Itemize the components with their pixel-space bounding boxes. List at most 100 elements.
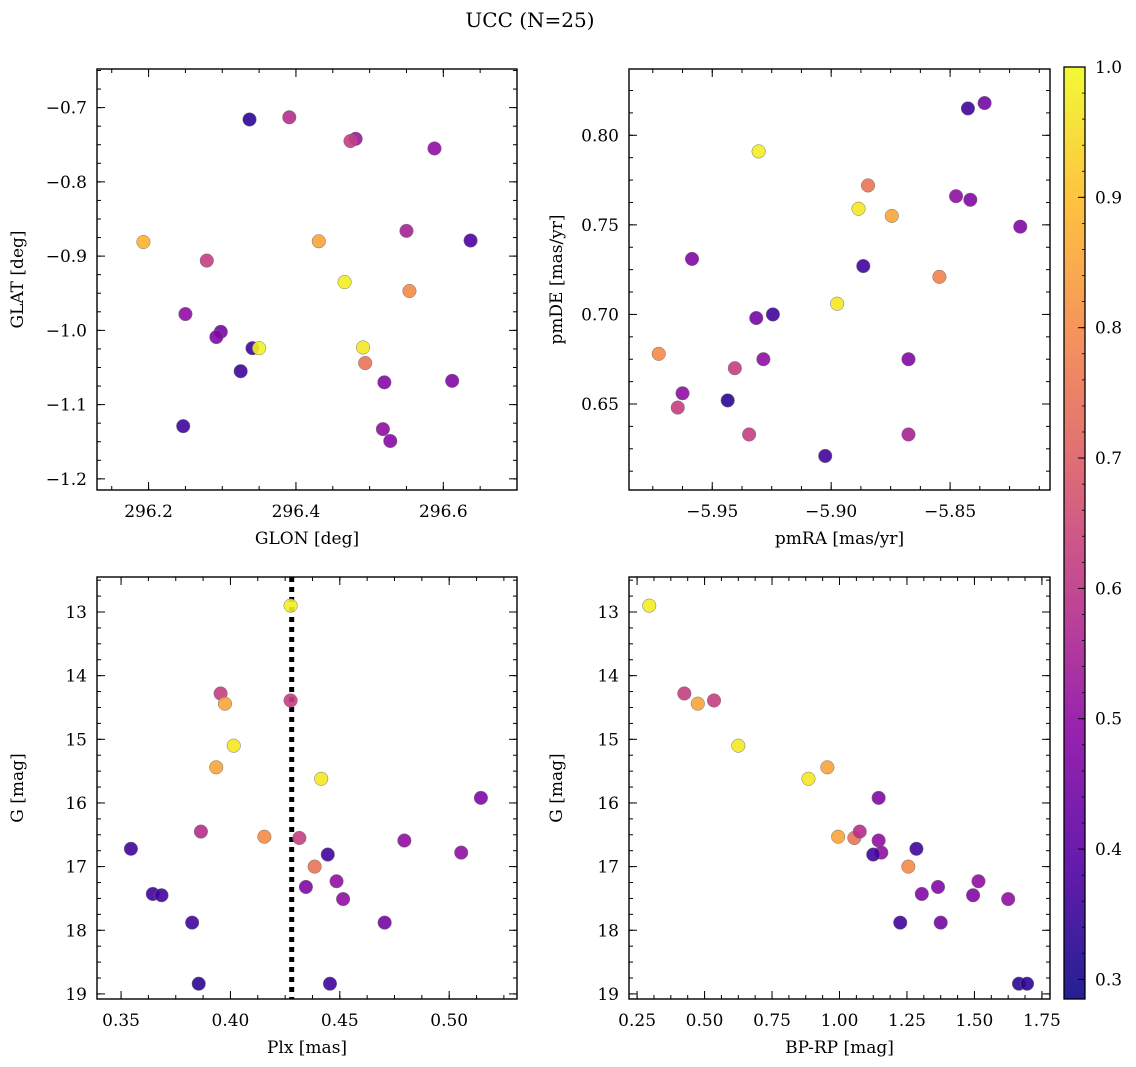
data-point <box>298 879 313 895</box>
data-point <box>311 234 326 249</box>
colorbar-tick-label: 1.0 <box>1095 58 1122 78</box>
data-point <box>322 976 338 991</box>
scatter-points <box>642 598 1035 991</box>
y-tick-label: −1.1 <box>46 396 87 416</box>
data-point <box>901 427 916 442</box>
data-point <box>292 830 307 846</box>
colorbar-tick-label: 0.4 <box>1095 840 1122 860</box>
y-axis-label: G [mag] <box>547 753 567 822</box>
data-point <box>871 833 886 848</box>
y-tick-label: 0.65 <box>581 395 619 415</box>
data-point <box>217 696 233 711</box>
y-tick-label: −0.9 <box>46 247 87 267</box>
y-axis-label: GLAT [deg] <box>8 230 28 328</box>
data-point <box>971 874 986 889</box>
data-point <box>820 760 835 775</box>
data-point <box>383 433 398 449</box>
x-tick-label: 0.35 <box>102 1011 140 1031</box>
data-point <box>473 790 488 805</box>
data-point <box>336 892 351 907</box>
y-tick-label: −1.2 <box>46 470 87 490</box>
y-tick-label: 13 <box>65 603 87 623</box>
data-point <box>684 251 700 266</box>
data-point <box>445 373 460 388</box>
x-tick-label: 1.25 <box>888 1011 926 1031</box>
data-point <box>454 845 469 860</box>
data-point <box>742 427 757 442</box>
data-point <box>866 847 881 862</box>
data-point <box>751 144 766 159</box>
data-point <box>343 133 358 149</box>
data-point <box>933 915 948 930</box>
data-point <box>677 686 692 701</box>
data-point <box>242 112 257 127</box>
data-point <box>377 915 392 930</box>
x-tick-label: 0.50 <box>686 1011 724 1031</box>
data-point <box>852 824 867 839</box>
data-point <box>1013 219 1028 234</box>
colorbar-tick-label: 0.7 <box>1095 449 1122 469</box>
data-point <box>731 738 746 753</box>
colorbar-gradient <box>1063 66 1086 1000</box>
x-tick-label: −5.90 <box>805 502 857 522</box>
x-tick-label: 1.50 <box>956 1011 994 1031</box>
x-axis-label: BP-RP [mag] <box>785 1038 894 1058</box>
y-tick-label: 15 <box>597 730 619 750</box>
data-point <box>932 269 947 284</box>
data-point <box>914 886 929 902</box>
x-axis-label: pmRA [mas/yr] <box>775 529 904 549</box>
data-point <box>358 355 373 371</box>
data-point <box>136 234 151 250</box>
y-tick-label: 0.80 <box>581 126 619 146</box>
y-tick-label: 17 <box>65 858 87 878</box>
data-point <box>901 859 916 874</box>
data-point <box>307 859 322 874</box>
data-point <box>727 361 742 376</box>
colorbar-tick-label: 0.6 <box>1095 579 1122 599</box>
data-point <box>283 693 298 708</box>
ticks: 0.35 0.40 0.45 0.50 13 14 15 16 17 18 19 <box>65 577 517 1031</box>
y-tick-label: 18 <box>597 921 619 941</box>
data-point <box>756 352 771 367</box>
data-point <box>871 790 886 805</box>
data-point <box>314 771 329 786</box>
data-point <box>1001 892 1016 907</box>
data-point <box>176 419 191 434</box>
x-tick-label: 296.6 <box>419 502 468 522</box>
panel-glon_glat: 296.2 296.4 296.6 −1.2 −1.1 −1.0 −0.9 −0.8 −0.7 G… <box>8 68 518 549</box>
data-point <box>282 110 297 125</box>
x-tick-label: 296.2 <box>124 502 173 522</box>
colorbar-tick-label: 0.5 <box>1095 710 1122 730</box>
panel-cmd: 0.25 0.50 0.75 1.00 1.25 1.50 1.75 13 14 15 16 17 18… <box>547 576 1061 1058</box>
data-point <box>749 310 764 326</box>
data-point <box>884 208 899 223</box>
y-tick-label: 13 <box>597 603 619 623</box>
data-point <box>209 329 224 345</box>
y-tick-label: 0.75 <box>581 216 619 236</box>
data-point <box>185 915 200 930</box>
data-point <box>463 233 478 248</box>
data-point <box>252 341 267 356</box>
data-point <box>909 841 924 856</box>
figure-title: UCC (N=25) <box>465 8 594 32</box>
data-point <box>670 400 685 415</box>
y-tick-label: 14 <box>65 667 87 687</box>
data-point <box>178 306 193 322</box>
x-tick-label: 0.45 <box>321 1011 359 1031</box>
axes-frame <box>96 68 518 491</box>
data-point <box>377 375 392 390</box>
y-tick-label: −1.0 <box>46 321 87 341</box>
scatter-points <box>136 110 478 449</box>
data-point <box>977 95 992 111</box>
data-point <box>193 824 208 839</box>
ticks: −5.95 −5.90 −5.85 0.65 0.70 0.75 0.80 <box>581 69 1050 522</box>
y-tick-label: 19 <box>597 985 619 1005</box>
scatter-points <box>651 95 1028 464</box>
data-point <box>720 393 735 408</box>
x-tick-label: 0.25 <box>618 1011 656 1031</box>
data-point <box>329 874 344 889</box>
data-point <box>851 201 866 216</box>
data-point <box>930 879 946 895</box>
x-tick-label: −5.95 <box>686 502 738 522</box>
data-point <box>856 259 871 274</box>
